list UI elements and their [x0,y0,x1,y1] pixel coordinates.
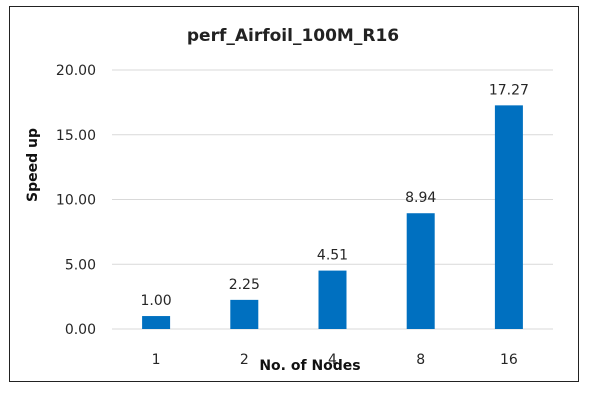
bars [142,105,523,329]
y-tick-label: 10.00 [56,193,96,209]
data-label: 1.00 [141,293,172,309]
x-tick-label: 4 [328,352,337,368]
y-tick-label: 20.00 [56,63,96,79]
x-axis-ticks: 1 2 4 8 16 [152,352,518,368]
x-tick-label: 2 [240,352,249,368]
data-label: 4.51 [317,248,348,264]
x-tick-label: 8 [416,352,425,368]
bar-2 [230,299,259,329]
y-tick-label: 0.00 [65,322,96,338]
chart-title: perf_Airfoil_100M_R16 [187,26,399,46]
y-tick-label: 5.00 [65,257,96,273]
bar-4 [318,270,347,329]
x-tick-label: 16 [500,352,518,368]
data-label: 17.27 [489,82,529,98]
x-axis-title: No. of Nodes [259,358,360,374]
bar-8 [406,213,435,329]
data-label: 8.94 [405,190,436,206]
data-labels: 1.00 2.25 4.51 8.94 17.27 [141,82,529,309]
y-tick-label: 15.00 [56,128,96,144]
bar-1 [142,316,171,329]
y-axis-ticks: 0.00 5.00 10.00 15.00 20.00 [56,63,96,338]
bar-16 [494,105,523,329]
data-label: 2.25 [229,277,260,293]
x-tick-label: 1 [152,352,161,368]
chart-frame [9,6,579,382]
y-axis-title: Speed up [25,128,41,202]
gridlines [112,69,553,330]
